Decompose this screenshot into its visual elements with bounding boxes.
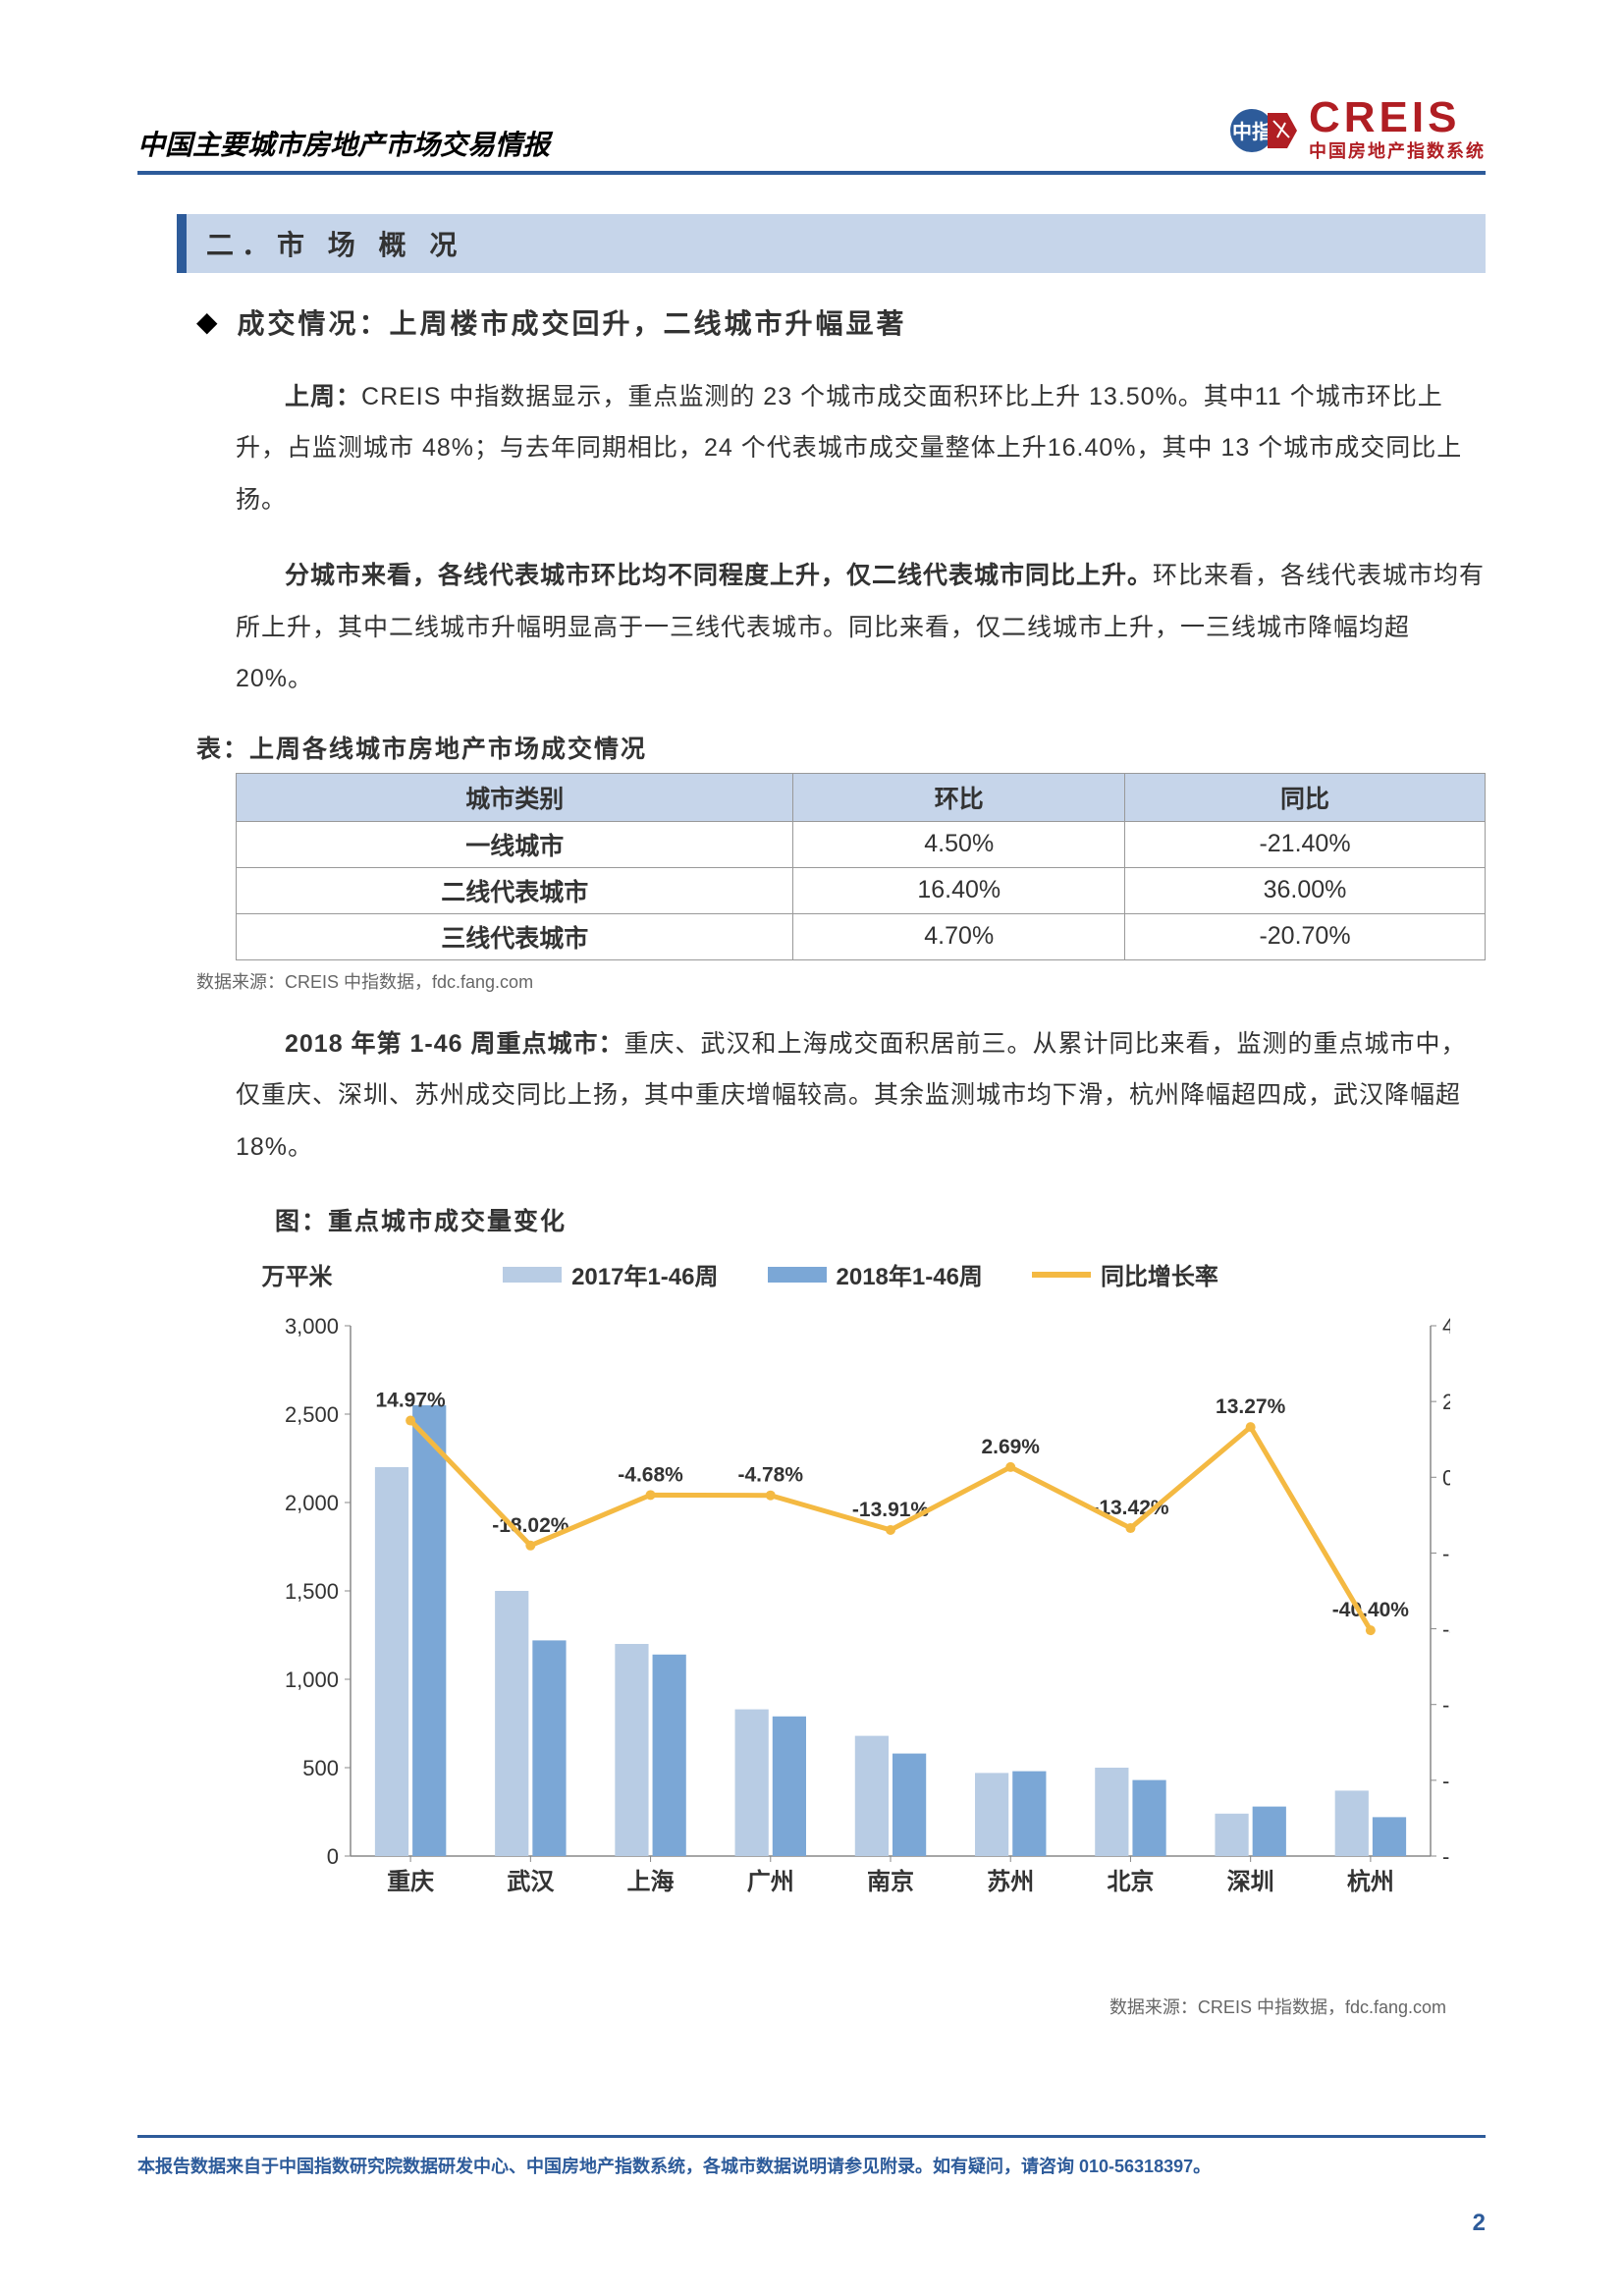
table-cell: 16.40% [793, 867, 1125, 913]
svg-text:-4.78%: -4.78% [737, 1464, 803, 1487]
table-cell: 4.70% [793, 913, 1125, 959]
svg-text:上海: 上海 [626, 1868, 674, 1895]
chart-source: 数据来源：CREIS 中指数据，fdc.fang.com [236, 1994, 1446, 2019]
svg-text:南京: 南京 [867, 1868, 914, 1895]
svg-text:14.97%: 14.97% [375, 1390, 446, 1412]
svg-text:0%: 0% [1442, 1465, 1450, 1490]
legend-1: 2018年1-46周 [837, 1257, 983, 1291]
svg-text:2.69%: 2.69% [981, 1436, 1040, 1458]
svg-text:40%: 40% [1442, 1314, 1450, 1339]
table-cell: -20.70% [1125, 913, 1486, 959]
table-source: 数据来源：CREIS 中指数据，fdc.fang.com [196, 968, 1486, 994]
table-header-cell: 环比 [793, 773, 1125, 821]
svg-text:0: 0 [326, 1844, 338, 1869]
svg-text:北京: 北京 [1107, 1868, 1154, 1895]
svg-text:-40%: -40% [1442, 1617, 1450, 1642]
svg-text:13.27%: 13.27% [1216, 1395, 1286, 1418]
table-header-cell: 同比 [1125, 773, 1486, 821]
legend-0: 2017年1-46周 [571, 1257, 718, 1291]
svg-text:2,500: 2,500 [284, 1402, 338, 1427]
table-cell: 二线代表城市 [237, 867, 793, 913]
svg-text:杭州: 杭州 [1346, 1868, 1393, 1895]
para2-lead: 分城市来看，各线代表城市环比均不同程度上升，仅二线代表城市同比上升。 [285, 562, 1153, 589]
svg-text:重庆: 重庆 [387, 1869, 434, 1895]
city-tier-table: 城市类别环比同比 一线城市4.50%-21.40% 二线代表城市16.40%36.… [236, 773, 1486, 960]
svg-text:-20%: -20% [1442, 1542, 1450, 1566]
svg-text:-100%: -100% [1442, 1844, 1450, 1869]
table-cell: 三线代表城市 [237, 913, 793, 959]
svg-text:3,000: 3,000 [284, 1314, 338, 1339]
svg-text:1,500: 1,500 [284, 1579, 338, 1604]
svg-text:500: 500 [302, 1756, 339, 1780]
logo-main-text: CREIS [1309, 98, 1486, 137]
page-header: 中国主要城市房地产市场交易情报 中指 CREIS 中国房地产指数系统 [137, 98, 1486, 175]
table-caption: 表：上周各线城市房地产市场成交情况 [196, 730, 1486, 765]
header-title: 中国主要城市房地产市场交易情报 [137, 124, 550, 163]
para3-lead: 2018 年第 1-46 周重点城市： [285, 1030, 624, 1058]
svg-text:深圳: 深圳 [1226, 1869, 1273, 1895]
bullet-heading: ◆ 成交情况：上周楼市成交回升，二线城市升幅显著 [196, 302, 1486, 342]
svg-text:2,000: 2,000 [284, 1491, 338, 1515]
section-header: 二．市 场 概 况 [177, 214, 1486, 273]
y-left-label: 万平米 [262, 1257, 333, 1291]
city-volume-chart: 2017年1-46周 2018年1-46周 同比增长率 万平米 05001,00… [272, 1257, 1450, 1964]
para1-body: CREIS 中指数据显示，重点监测的 23 个城市成交面积环比上升 13.50%… [236, 383, 1462, 514]
table-header-cell: 城市类别 [237, 773, 793, 821]
svg-text:苏州: 苏州 [987, 1869, 1034, 1895]
page-number: 2 [1473, 2210, 1486, 2237]
svg-text:中指: 中指 [1232, 120, 1271, 143]
svg-text:-4.68%: -4.68% [618, 1463, 683, 1486]
chart-title: 图：重点城市成交量变化 [275, 1202, 1486, 1237]
table-cell: 36.00% [1125, 867, 1486, 913]
svg-text:-80%: -80% [1442, 1769, 1450, 1793]
chart-legend: 2017年1-46周 2018年1-46周 同比增长率 [272, 1257, 1450, 1291]
svg-text:1,000: 1,000 [284, 1667, 338, 1692]
svg-text:-40.40%: -40.40% [1331, 1599, 1409, 1621]
svg-text:广州: 广州 [746, 1868, 793, 1895]
paragraph-3: 2018 年第 1-46 周重点城市：重庆、武汉和上海成交面积居前三。从累计同比… [236, 1018, 1486, 1174]
svg-text:武汉: 武汉 [507, 1869, 555, 1895]
diamond-icon: ◆ [196, 305, 218, 338]
svg-text:20%: 20% [1442, 1390, 1450, 1414]
paragraph-2: 分城市来看，各线代表城市环比均不同程度上升，仅二线代表城市同比上升。环比来看，各… [236, 550, 1486, 705]
legend-2: 同比增长率 [1101, 1257, 1218, 1291]
table-cell: -21.40% [1125, 821, 1486, 867]
table-cell: 4.50% [793, 821, 1125, 867]
paragraph-1: 上周：CREIS 中指数据显示，重点监测的 23 个城市成交面积环比上升 13.… [236, 371, 1486, 526]
para1-lead: 上周： [285, 383, 361, 410]
logo-sub-text: 中国房地产指数系统 [1309, 137, 1486, 163]
table-cell: 一线城市 [237, 821, 793, 867]
bullet-heading-text: 成交情况：上周楼市成交回升，二线城市升幅显著 [238, 302, 907, 342]
chart-svg: 0 500 1,000 1,500 2,000 2,500 3,000 -100% -80% -6… [272, 1306, 1450, 1935]
footer-note: 本报告数据来自于中国指数研究院数据研发中心、中国房地产指数系统，各城市数据说明请… [137, 2135, 1486, 2178]
creis-logo: 中指 CREIS 中国房地产指数系统 [1230, 98, 1486, 163]
svg-text:-60%: -60% [1442, 1693, 1450, 1718]
